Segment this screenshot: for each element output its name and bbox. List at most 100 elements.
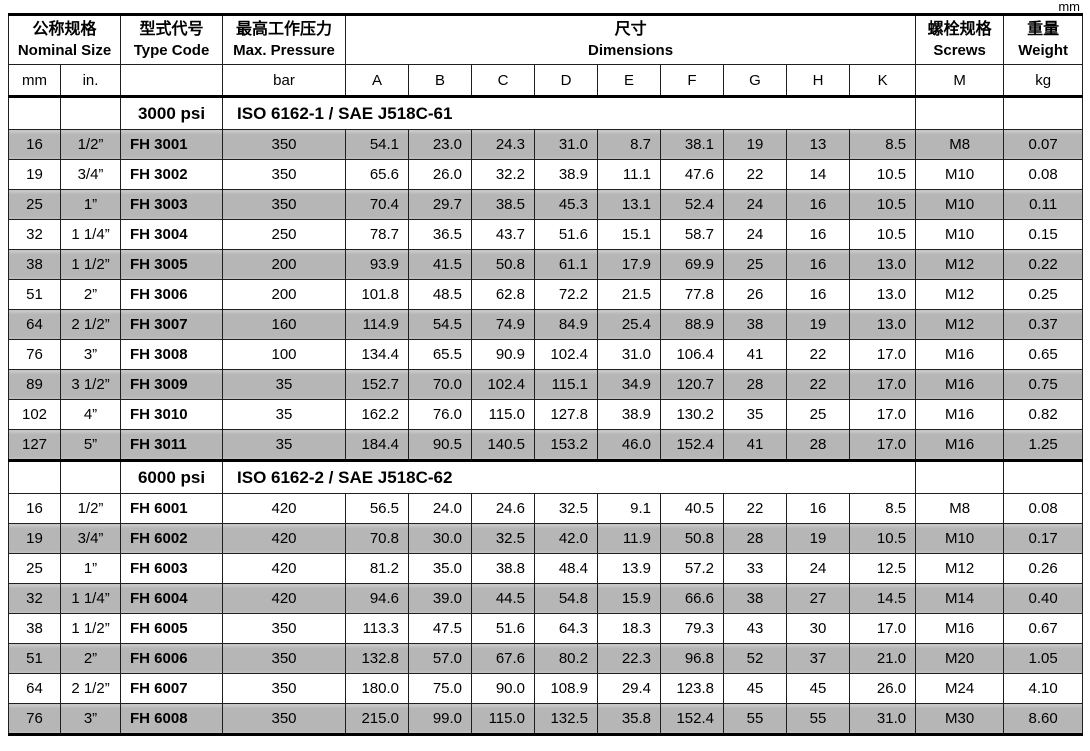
cell-dim-a: 184.4 (345, 429, 410, 461)
cell-type-code: FH 6008 (120, 703, 224, 735)
cell-nominal-mm: 127 (8, 429, 61, 461)
cell-dim-d: 48.4 (534, 553, 599, 584)
table-row: 25 1” FH 3003 350 70.4 29.7 38.5 45.3 13.1 52.4 24… (8, 189, 1084, 220)
nominal-size-label-en: Nominal Size (17, 41, 112, 59)
cell-dim-a: 70.8 (345, 523, 410, 554)
weight-label-en: Weight (1018, 41, 1068, 59)
cell-pressure: 350 (222, 159, 347, 190)
standard-label: ISO 6162-2 / SAE J518C-62 (222, 459, 917, 494)
cell-nominal-inch: 5” (59, 429, 122, 461)
cell-dim-e: 8.7 (597, 129, 662, 160)
cell-dim-d: 84.9 (534, 309, 599, 340)
table-row: 32 1 1/4” FH 3004 250 78.7 36.5 43.7 51.6 15.1 58… (8, 219, 1084, 250)
cell-dim-d: 102.4 (534, 339, 599, 370)
table-row: 16 1/2” FH 6001 420 56.5 24.0 24.6 32.5 9.1 40.5 2… (8, 493, 1084, 524)
cell-nominal-mm: 76 (8, 703, 61, 735)
cell-dim-e: 34.9 (597, 369, 662, 400)
cell-dim-d: 64.3 (534, 613, 599, 644)
cell-dim-e: 31.0 (597, 339, 662, 370)
cell-dim-h: 16 (786, 279, 851, 310)
cell-nominal-mm: 76 (8, 339, 61, 370)
table-row: 127 5” FH 3011 35 184.4 90.5 140.5 153.2 46.0 152… (8, 429, 1084, 461)
cell-type-code: FH 6005 (120, 613, 224, 644)
cell-dim-f: 152.4 (660, 429, 725, 461)
cell-type-code: FH 6007 (120, 673, 224, 704)
col-header-max-pressure: 最高工作压力 Max. Pressure (222, 14, 347, 65)
cell-weight: 0.75 (1003, 369, 1084, 400)
cell-dim-f: 69.9 (660, 249, 725, 280)
cell-dim-f: 120.7 (660, 369, 725, 400)
cell-nominal-inch: 1/2” (59, 493, 122, 524)
cell-nominal-inch: 4” (59, 399, 122, 430)
cell-dim-f: 57.2 (660, 553, 725, 584)
cell-dim-a: 162.2 (345, 399, 410, 430)
cell-type-code: FH 6002 (120, 523, 224, 554)
cell-dim-d: 51.6 (534, 219, 599, 250)
table-row: 51 2” FH 3006 200 101.8 48.5 62.8 72.2 21.5 77.8 2… (8, 279, 1084, 310)
section-empty-screws (915, 459, 1005, 494)
cell-dim-a: 56.5 (345, 493, 410, 524)
cell-pressure: 35 (222, 369, 347, 400)
col-header-dimensions: 尺寸 Dimensions (345, 14, 917, 65)
cell-dim-f: 152.4 (660, 703, 725, 735)
cell-screw: M10 (915, 159, 1005, 190)
cell-weight: 0.26 (1003, 553, 1084, 584)
cell-dim-c: 67.6 (471, 643, 536, 674)
col-header-nominal-size: 公称规格 Nominal Size (7, 14, 122, 65)
dim-letter-f: F (660, 64, 725, 98)
cell-pressure: 350 (222, 129, 347, 160)
table-row: 38 1 1/2” FH 6005 350 113.3 47.5 51.6 64.3 18.3 7… (8, 613, 1084, 644)
cell-dim-d: 54.8 (534, 583, 599, 614)
cell-dim-d: 61.1 (534, 249, 599, 280)
cell-dim-k: 10.5 (849, 219, 917, 250)
table-row: 76 3” FH 3008 100 134.4 65.5 90.9 102.4 31.0 106.… (8, 339, 1084, 370)
table-row: 16 1/2” FH 3001 350 54.1 23.0 24.3 31.0 8.7 38.1 1… (8, 129, 1084, 160)
cell-dim-f: 130.2 (660, 399, 725, 430)
cell-dim-k: 31.0 (849, 703, 917, 735)
cell-dim-e: 17.9 (597, 249, 662, 280)
cell-screw: M10 (915, 189, 1005, 220)
cell-pressure: 420 (222, 493, 347, 524)
cell-type-code: FH 3002 (120, 159, 224, 190)
cell-screw: M10 (915, 523, 1005, 554)
cell-type-code: FH 6003 (120, 553, 224, 584)
cell-dim-h: 22 (786, 369, 851, 400)
section-header-row: 3000 psi ISO 6162-1 / SAE J518C-61 (8, 95, 1084, 130)
cell-dim-d: 127.8 (534, 399, 599, 430)
cell-weight: 1.25 (1003, 429, 1084, 461)
cell-dim-c: 50.8 (471, 249, 536, 280)
col-header-screws: 螺栓规格 Screws (915, 14, 1005, 65)
cell-pressure: 350 (222, 673, 347, 704)
cell-dim-c: 102.4 (471, 369, 536, 400)
cell-dim-h: 16 (786, 189, 851, 220)
cell-screw: M16 (915, 369, 1005, 400)
cell-nominal-mm: 38 (8, 249, 61, 280)
table-row: 38 1 1/2” FH 3005 200 93.9 41.5 50.8 61.1 17.9 69… (8, 249, 1084, 280)
cell-dim-h: 24 (786, 553, 851, 584)
cell-dim-f: 106.4 (660, 339, 725, 370)
cell-dim-g: 33 (723, 553, 788, 584)
cell-nominal-inch: 1 1/2” (59, 613, 122, 644)
cell-pressure: 35 (222, 399, 347, 430)
cell-type-code: FH 6001 (120, 493, 224, 524)
cell-dim-a: 114.9 (345, 309, 410, 340)
nominal-size-label-zh: 公称规格 (32, 20, 97, 38)
section-header-row: 6000 psi ISO 6162-2 / SAE J518C-62 (8, 459, 1084, 494)
cell-pressure: 420 (222, 523, 347, 554)
cell-nominal-inch: 1 1/4” (59, 219, 122, 250)
table-row: 19 3/4” FH 6002 420 70.8 30.0 32.5 42.0 11.9 50.8… (8, 523, 1084, 554)
dim-letter-e: E (597, 64, 662, 98)
cell-dim-g: 22 (723, 493, 788, 524)
unit-label: mm (1058, 0, 1080, 14)
cell-type-code: FH 3008 (120, 339, 224, 370)
cell-screw: M12 (915, 553, 1005, 584)
cell-pressure: 350 (222, 613, 347, 644)
cell-dim-c: 62.8 (471, 279, 536, 310)
cell-dim-g: 52 (723, 643, 788, 674)
unit-type-code-empty (120, 64, 224, 98)
table-row: 51 2” FH 6006 350 132.8 57.0 67.6 80.2 22.3 96.8 5… (8, 643, 1084, 674)
cell-screw: M20 (915, 643, 1005, 674)
cell-dim-c: 44.5 (471, 583, 536, 614)
cell-type-code: FH 3006 (120, 279, 224, 310)
dim-letter-c: C (471, 64, 536, 98)
